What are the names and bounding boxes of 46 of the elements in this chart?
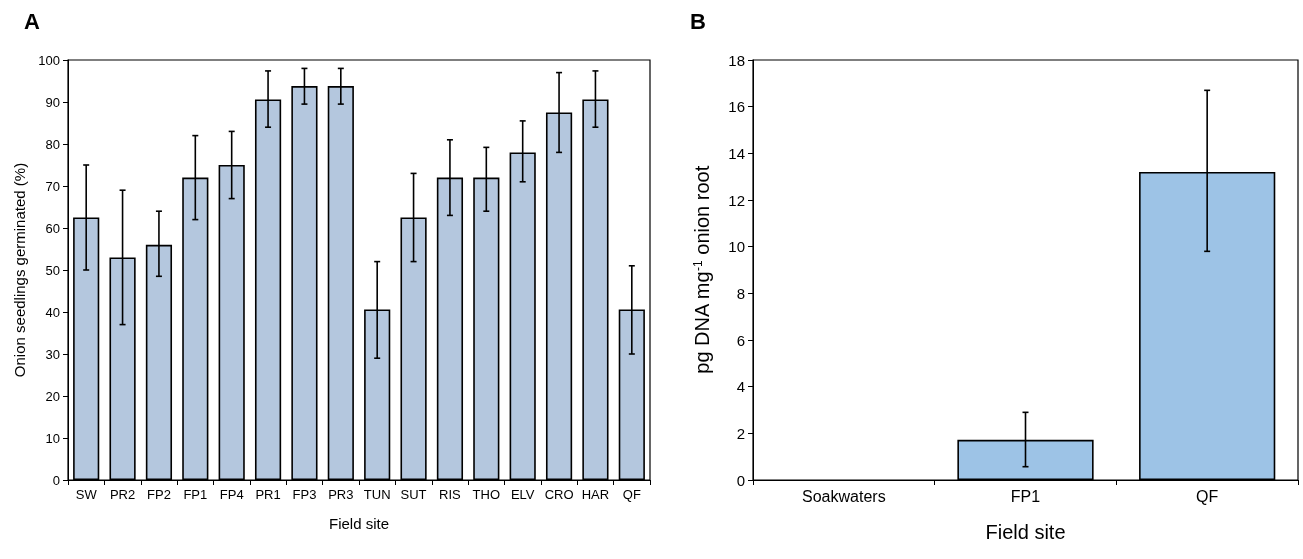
y-tick-label: 20 bbox=[45, 388, 60, 404]
y-tick-label: 100 bbox=[38, 52, 60, 68]
y-axis-title: Onion seedlings germinated (%) bbox=[11, 162, 29, 378]
y-tick-label: 80 bbox=[45, 136, 60, 152]
x-tick-label: HAR bbox=[581, 487, 610, 502]
y-tick-label: 30 bbox=[45, 346, 60, 362]
y-tick-label: 12 bbox=[728, 191, 745, 209]
y-tick-label: 16 bbox=[728, 98, 745, 116]
y-tick-label: 90 bbox=[45, 94, 60, 110]
y-tick-label: 8 bbox=[736, 284, 745, 302]
x-tick-label: FP4 bbox=[219, 487, 244, 502]
x-tick-label: FP2 bbox=[147, 487, 171, 502]
y-tick-label: 10 bbox=[728, 238, 745, 256]
y-tick-label: 18 bbox=[728, 51, 745, 69]
y-tick-label: 6 bbox=[736, 331, 745, 349]
text: A bbox=[24, 8, 40, 34]
x-tick-label: TUN bbox=[363, 487, 391, 502]
text: B bbox=[690, 8, 706, 34]
y-axis-title: pg DNA mg-1 onion root bbox=[691, 165, 713, 374]
x-tick-label: PR1 bbox=[255, 487, 281, 502]
x-tick-label: ELV bbox=[510, 487, 535, 502]
y-tick-label: 0 bbox=[52, 472, 60, 488]
y-tick-label: 2 bbox=[736, 424, 745, 442]
x-tick-label: PR3 bbox=[328, 487, 354, 502]
x-tick-label: RIS bbox=[439, 487, 462, 502]
y-tick-label: 60 bbox=[45, 220, 60, 236]
x-tick-label: FP1 bbox=[1010, 487, 1041, 505]
y-tick-label: 50 bbox=[45, 262, 60, 278]
x-tick-label: CRO bbox=[544, 487, 574, 502]
x-tick-label: SW bbox=[75, 487, 98, 502]
x-tick-label: QF bbox=[622, 487, 641, 502]
x-tick-label: QF bbox=[1196, 487, 1219, 505]
x-tick-label: Soakwaters bbox=[802, 487, 886, 505]
y-tick-label: 70 bbox=[45, 178, 60, 194]
y-tick-label: 10 bbox=[45, 430, 60, 446]
y-tick-label: 14 bbox=[728, 144, 745, 162]
x-axis-title: Field site bbox=[985, 521, 1066, 543]
y-tick-label: 0 bbox=[736, 471, 745, 489]
y-tick-label: 40 bbox=[45, 304, 60, 320]
x-tick-label: FP3 bbox=[292, 487, 317, 502]
x-tick-label: PR2 bbox=[109, 487, 136, 502]
x-axis-title: Field site bbox=[328, 515, 390, 532]
x-tick-label: SUT bbox=[400, 487, 427, 502]
x-tick-label: FP1 bbox=[183, 487, 208, 502]
x-tick-label: THO bbox=[472, 487, 501, 502]
y-tick-label: 4 bbox=[736, 378, 745, 396]
